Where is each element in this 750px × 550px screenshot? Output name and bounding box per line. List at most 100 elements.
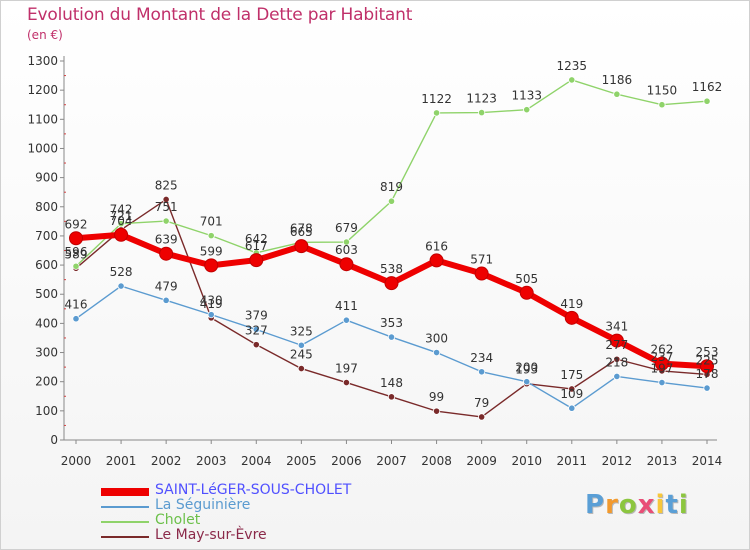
x-tick-label: 2014 (692, 454, 723, 468)
data-point (339, 257, 354, 272)
x-tick-label: 2003 (196, 454, 227, 468)
data-label: 665 (290, 225, 313, 239)
data-point (114, 227, 129, 242)
data-label: 178 (696, 367, 719, 381)
data-label: 603 (335, 243, 358, 257)
data-point (658, 101, 666, 109)
data-point (297, 364, 305, 373)
data-label: 253 (696, 345, 719, 359)
data-label: 325 (290, 324, 313, 338)
data-point (117, 220, 125, 228)
x-tick-label: 2009 (466, 454, 497, 468)
legend-swatch (101, 521, 149, 523)
logo-letter: P (585, 490, 606, 520)
data-label: 79 (474, 396, 489, 410)
x-tick-label: 2013 (647, 454, 678, 468)
legend-label: SAINT-LéGER-SOUS-CHOLET (155, 482, 352, 498)
data-label: 642 (245, 232, 268, 246)
data-point (568, 385, 576, 393)
data-point (432, 348, 441, 357)
data-label: 1133 (511, 89, 542, 103)
data-point (72, 315, 80, 323)
legend-label: Le May-sur-Èvre (155, 527, 267, 543)
legend-swatch (101, 536, 149, 538)
data-label: 353 (380, 316, 403, 330)
data-point (249, 253, 264, 268)
data-label: 538 (380, 262, 403, 276)
data-label: 234 (470, 351, 493, 365)
data-point (297, 341, 305, 349)
y-tick-label: 500 (35, 287, 58, 301)
data-point (117, 282, 125, 290)
y-tick-label: 1100 (27, 112, 58, 126)
data-label: 617 (245, 239, 268, 253)
data-label: 419 (200, 297, 223, 311)
data-point (159, 246, 174, 261)
data-label: 1186 (602, 73, 633, 87)
x-tick-label: 2011 (557, 454, 588, 468)
data-label: 109 (560, 387, 583, 401)
y-tick-label: 1200 (27, 83, 58, 97)
series-2 (72, 76, 711, 270)
x-tick-label: 2005 (286, 454, 317, 468)
data-label: 341 (605, 320, 628, 334)
data-label: 825 (155, 178, 178, 192)
data-point (162, 296, 170, 304)
data-point (700, 359, 714, 374)
data-label: 701 (200, 215, 223, 229)
y-tick-label: 1300 (27, 54, 58, 68)
data-point (478, 368, 486, 376)
data-point (609, 333, 624, 348)
data-label: 300 (425, 332, 448, 346)
x-tick-label: 2006 (331, 454, 362, 468)
data-point (568, 76, 576, 84)
data-point (162, 217, 170, 225)
data-point (294, 239, 309, 254)
data-point (523, 378, 531, 386)
x-tick-label: 2002 (151, 454, 182, 468)
x-tick-label: 2008 (421, 454, 452, 468)
data-point (162, 195, 170, 204)
x-tick-label: 2010 (511, 454, 542, 468)
data-point (207, 232, 215, 240)
proxiti-logo: Proxiti (585, 490, 689, 520)
data-point (523, 106, 531, 114)
data-point (387, 197, 396, 205)
data-point (342, 378, 351, 387)
data-point (387, 333, 396, 341)
data-label: 99 (429, 390, 444, 404)
logo-letter: r (605, 490, 619, 520)
legend-label: Cholet (155, 512, 201, 528)
data-point (252, 325, 260, 334)
x-tick-label: 2000 (61, 454, 92, 468)
data-label: 197 (335, 362, 358, 376)
x-tick-label: 2012 (602, 454, 633, 468)
data-label: 721 (110, 209, 133, 223)
data-label: 1162 (692, 80, 723, 94)
data-label: 430 (200, 294, 223, 308)
data-label: 528 (110, 265, 133, 279)
data-point (387, 393, 396, 401)
data-point (703, 384, 711, 392)
data-label: 692 (65, 217, 88, 231)
data-point (72, 262, 80, 270)
logo-letter: t (665, 490, 679, 520)
data-point (342, 238, 351, 246)
y-tick-label: 800 (35, 200, 58, 214)
y-tick-label: 700 (35, 229, 58, 243)
data-label: 589 (65, 247, 88, 261)
data-label: 327 (245, 324, 268, 338)
data-point (658, 378, 666, 387)
data-label: 599 (200, 244, 223, 258)
y-tick-label: 300 (35, 346, 58, 360)
data-point (568, 404, 576, 412)
data-label: 218 (605, 355, 628, 369)
data-label: 277 (605, 338, 628, 352)
x-tick-label: 2007 (376, 454, 407, 468)
data-label: 379 (245, 309, 268, 323)
data-label: 1235 (557, 59, 588, 73)
data-point (432, 407, 441, 415)
x-tick-label: 2004 (241, 454, 272, 468)
data-point (384, 276, 399, 291)
data-label: 416 (65, 298, 88, 312)
